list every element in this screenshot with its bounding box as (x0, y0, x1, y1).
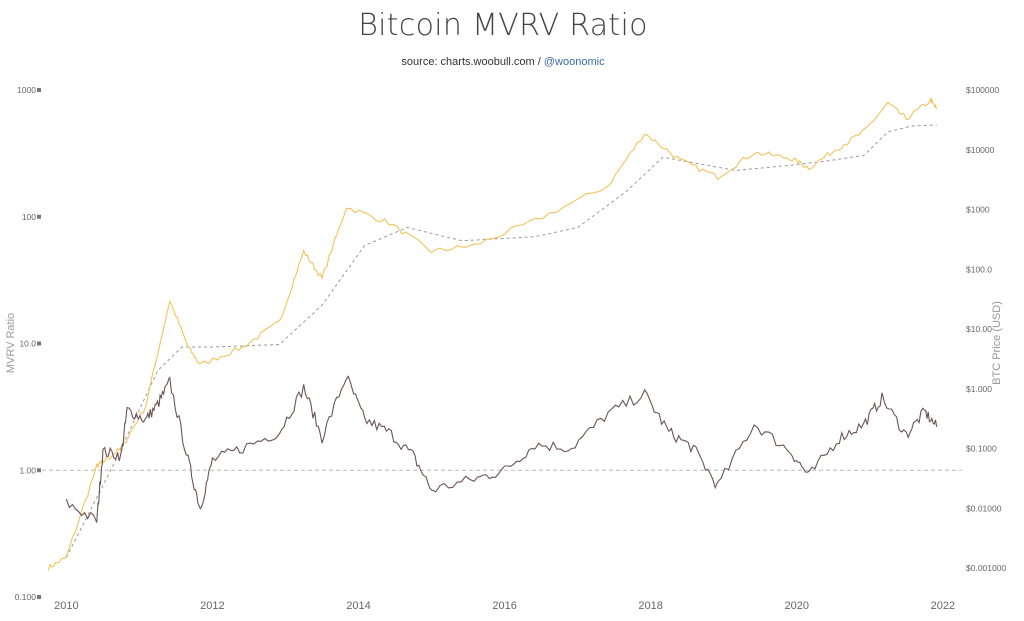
axis-layer: 0.100 1.00 10.0 100 1000 $0.001000 $0.01000 $0.… (5, 85, 1006, 612)
x-tick-label: 2010 (54, 600, 78, 612)
y-left-tick-mark (37, 88, 41, 92)
y-left-axis-title: MVRV Ratio (5, 313, 17, 373)
y-right-tick-label: $10.00 (966, 324, 992, 334)
subtitle-source: source: charts.woobull.com / (401, 56, 544, 68)
y-right-tick-label: $100000 (966, 85, 999, 95)
series-layer (47, 96, 938, 571)
chart-subtitle: source: charts.woobull.com / @woonomic (0, 56, 1006, 68)
y-right-tick-label: $0.001000 (966, 563, 1006, 573)
y-right-tick-label: $10000 (966, 145, 995, 155)
x-tick-label: 2016 (492, 600, 516, 612)
x-tick-label: 2014 (346, 600, 370, 612)
y-left-tick-mark (37, 214, 41, 219)
chart-title: Bitcoin MVRV Ratio (358, 8, 648, 43)
x-tick-label: 2018 (638, 600, 662, 612)
woonomic-link[interactable]: @woonomic (543, 56, 605, 68)
y-left-tick-label: 1000 (17, 85, 36, 95)
y-right-tick-label: $1000 (966, 205, 990, 215)
y-right-tick-label: $0.01000 (966, 503, 1002, 513)
y-left-tick-mark (37, 341, 41, 346)
y-left-tick-label: 1.00 (19, 465, 36, 475)
y-right-tick-label: $100.0 (966, 264, 992, 274)
x-tick-label: 2012 (200, 600, 224, 612)
y-left-tick-label: 10.0 (19, 339, 36, 349)
y-left-tick-label: 100 (22, 212, 36, 222)
market-price-line (47, 96, 938, 571)
realized-price-line (65, 124, 937, 558)
y-right-tick-label: $1.000 (966, 384, 992, 394)
x-tick-label: 2020 (785, 600, 809, 612)
y-right-axis-title: BTC Price (USD) (991, 301, 1003, 385)
y-left-tick-mark (37, 468, 41, 473)
y-left-tick-mark (37, 595, 41, 599)
y-right-tick-label: $0.1000 (966, 444, 997, 454)
mvrv-ratio-line (65, 375, 938, 523)
y-left-tick-label: 0.100 (15, 592, 37, 602)
x-tick-label: 2022 (931, 600, 955, 612)
